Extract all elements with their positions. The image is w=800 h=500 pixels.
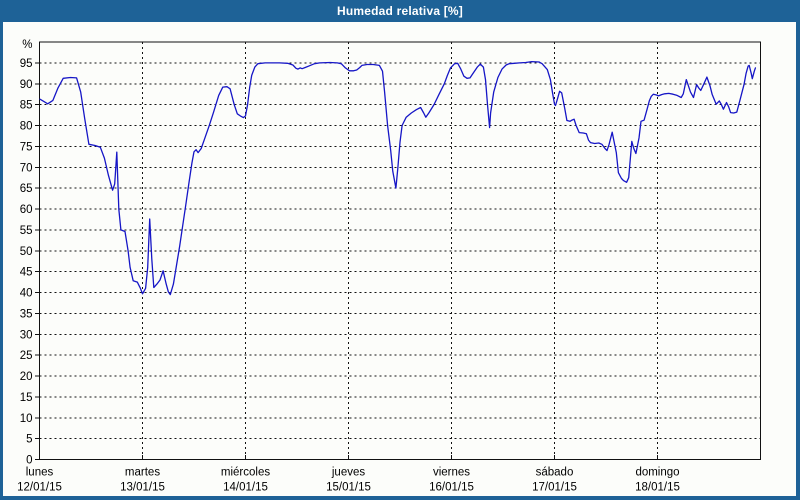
- plot-frame: [38, 41, 762, 461]
- y-axis-label: 80: [20, 121, 33, 133]
- x-axis-day-label: domingo: [635, 467, 679, 479]
- humidity-line: [39, 60, 757, 296]
- x-axis-day-label: jueves: [331, 467, 365, 479]
- title-bar: Humedad relativa [%]: [0, 0, 800, 22]
- y-axis-label: 10: [20, 413, 33, 425]
- x-axis-date-label: 15/01/15: [326, 482, 371, 494]
- x-axis-date-label: 18/01/15: [635, 482, 680, 494]
- x-axis-date-label: 14/01/15: [223, 482, 268, 494]
- x-axis-day-label: sábado: [536, 467, 574, 479]
- y-axis-label: 50: [20, 246, 33, 258]
- y-axis-label: 75: [20, 141, 33, 153]
- x-axis-date-label: 13/01/15: [120, 482, 165, 494]
- y-axis-label: 30: [20, 329, 33, 341]
- y-axis-label: 95: [20, 58, 33, 70]
- y-axis-unit-label: %: [22, 39, 32, 51]
- y-axis-label: 90: [20, 79, 33, 91]
- x-axis-day-label: martes: [125, 467, 160, 479]
- y-axis-label: 0: [26, 455, 32, 467]
- y-axis-label: 60: [20, 204, 33, 216]
- y-axis-label: 35: [20, 308, 33, 320]
- y-axis-label: 40: [20, 288, 33, 300]
- y-axis-label: 25: [20, 350, 33, 362]
- x-axis-date-label: 12/01/15: [17, 482, 62, 494]
- x-axis-day-label: viernes: [433, 467, 470, 479]
- y-axis-label: 65: [20, 183, 33, 195]
- y-axis-label: 5: [26, 434, 32, 446]
- y-axis-label: 20: [20, 371, 33, 383]
- window-title: Humedad relativa [%]: [336, 4, 464, 18]
- humidity-chart: 0 5 10 15 20 25 30 35 40 45 50 55 60 65 70 75 80 85 90 95% l…: [17, 39, 762, 494]
- y-axis-label: 85: [20, 100, 33, 112]
- x-axis-day-label: miércoles: [221, 467, 270, 479]
- x-axis-day-label: lunes: [26, 467, 54, 479]
- x-axis-date-label: 16/01/15: [429, 482, 474, 494]
- chart-panel: 0 5 10 15 20 25 30 35 40 45 50 55 60 65 70 75 80 85 90 95% l…: [3, 22, 796, 496]
- y-axis-label: 55: [20, 225, 33, 237]
- y-axis-label: 70: [20, 162, 33, 174]
- x-axis-date-label: 17/01/15: [532, 482, 577, 494]
- y-axis-label: 45: [20, 267, 33, 279]
- y-axis-label: 15: [20, 392, 33, 404]
